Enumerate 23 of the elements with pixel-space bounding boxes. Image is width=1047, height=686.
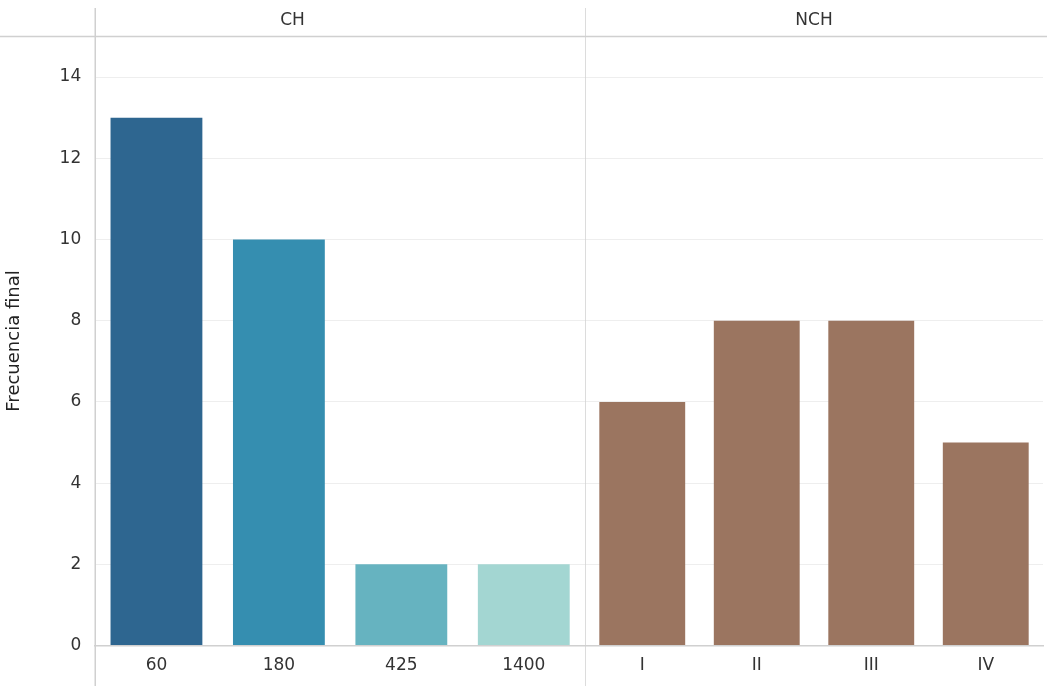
y-tick-label: 6	[70, 390, 82, 411]
y-tick-label: 10	[59, 227, 82, 248]
x-tick-label: 1400	[502, 654, 546, 675]
y-tick-label: 4	[70, 471, 82, 492]
bar	[355, 564, 448, 646]
chart-title: NCH	[795, 8, 833, 29]
bar	[477, 564, 570, 646]
bar	[232, 239, 325, 646]
y-tick-label: 14	[59, 65, 82, 86]
x-tick-label: IV	[977, 654, 995, 675]
y-tick-label: 8	[70, 309, 82, 330]
y-tick-label: 0	[70, 634, 82, 655]
y-tick-label: 2	[70, 552, 82, 573]
x-tick-label: I	[639, 654, 645, 675]
y-tick-label: 12	[59, 146, 82, 167]
x-tick-label: III	[863, 654, 879, 675]
x-tick-label: 180	[262, 654, 296, 675]
x-tick-label: 425	[385, 654, 418, 675]
bar	[110, 117, 203, 646]
x-tick-label: 60	[145, 654, 168, 675]
chart-title: CH	[280, 8, 305, 29]
x-tick-label: II	[751, 654, 762, 675]
y-axis-title: Frecuencia final	[2, 270, 24, 412]
